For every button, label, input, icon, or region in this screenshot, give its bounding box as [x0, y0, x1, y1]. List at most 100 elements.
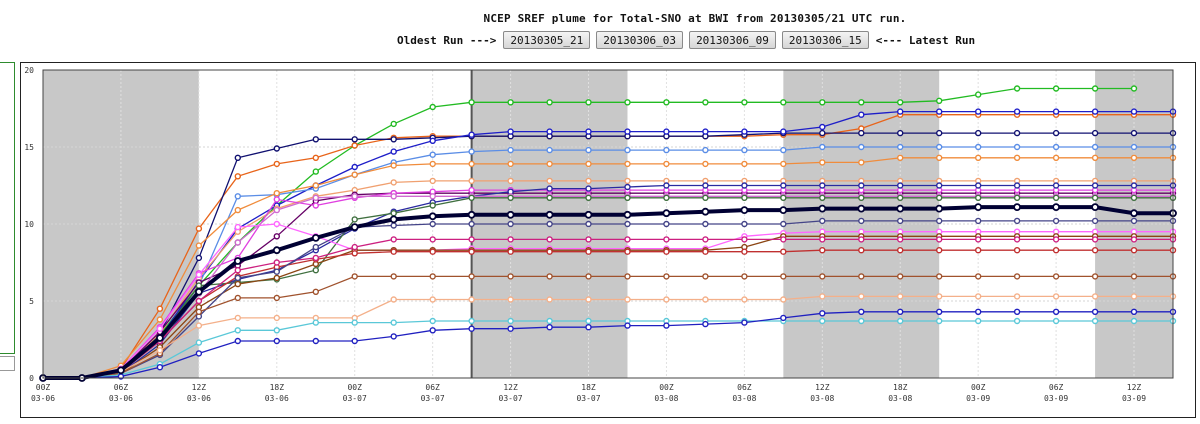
- series-point: [624, 183, 631, 191]
- series-point: [468, 317, 475, 325]
- series-point: [1130, 217, 1138, 225]
- series-point: [273, 259, 281, 266]
- y-tick-label: 15: [24, 143, 34, 152]
- series-point: [858, 273, 865, 280]
- series-point: [897, 182, 904, 189]
- series-point: [507, 325, 514, 332]
- series-point: [390, 120, 397, 128]
- series-point: [1091, 182, 1099, 189]
- series-point: [195, 271, 203, 279]
- series-point: [936, 273, 943, 280]
- series-point: [585, 220, 592, 228]
- series-point: [624, 128, 631, 135]
- series-point: [897, 246, 904, 254]
- series-mean-point: [155, 334, 164, 342]
- series-point: [780, 236, 787, 243]
- series-point: [429, 193, 436, 200]
- series-point: [1091, 236, 1099, 243]
- series-mean-point: [779, 206, 788, 215]
- series-point: [1130, 194, 1138, 202]
- series-point: [1091, 108, 1099, 115]
- series-point: [858, 217, 865, 225]
- series-point: [1130, 246, 1138, 254]
- series-point: [156, 325, 164, 332]
- run-selector-row: Oldest Run ---> 20130305_21 20130306_03 …: [393, 30, 979, 50]
- series-point: [624, 194, 631, 202]
- series-mean-point: [233, 257, 242, 265]
- series-point: [1130, 236, 1138, 243]
- series-point: [546, 273, 553, 280]
- x-tick-time: 00Z: [659, 383, 674, 392]
- series-point: [273, 220, 281, 228]
- series-point: [702, 99, 709, 106]
- series-line: [43, 110, 1173, 379]
- chart-title: NCEP SREF plume for Total-SNO at BWI fro…: [483, 12, 907, 25]
- series-point: [1013, 273, 1021, 280]
- series-point: [390, 162, 397, 169]
- series-point: [1013, 317, 1021, 325]
- series-point: [1013, 129, 1021, 137]
- series-point: [507, 296, 514, 303]
- series-point: [312, 266, 319, 274]
- series-point: [351, 337, 358, 345]
- series-mean-point: [935, 204, 944, 213]
- series-point: [663, 273, 670, 280]
- series-mean-point: [662, 209, 671, 218]
- series-point: [663, 194, 670, 202]
- series-point: [273, 206, 281, 214]
- left-side-panel-footer: [0, 356, 15, 371]
- series-point: [507, 99, 514, 106]
- series-point: [936, 154, 943, 162]
- series-mean-point: [857, 204, 866, 213]
- series-point: [390, 179, 397, 186]
- series-point: [741, 182, 748, 189]
- series-point: [780, 296, 787, 303]
- series-point: [273, 160, 281, 168]
- run-button-3[interactable]: 20130306_09: [689, 31, 776, 49]
- series-mean-point: [584, 210, 593, 219]
- series-point: [507, 317, 514, 325]
- x-tick-time: 12Z: [1127, 383, 1142, 392]
- series-point: [273, 189, 281, 197]
- series-point: [1091, 85, 1099, 92]
- series-mean-point: [1130, 209, 1138, 218]
- run-button-1[interactable]: 20130305_21: [503, 31, 591, 49]
- series-point: [975, 308, 982, 316]
- series-point: [1091, 194, 1099, 202]
- x-tick-date: 03-07: [576, 394, 600, 403]
- series-line: [43, 189, 1173, 379]
- series-point: [624, 177, 631, 185]
- series-point: [1013, 293, 1021, 300]
- series-point: [936, 246, 943, 254]
- series-point: [273, 274, 281, 282]
- series-point: [1130, 308, 1138, 316]
- series-point: [1013, 217, 1021, 225]
- series-point: [975, 143, 982, 151]
- series-point: [936, 236, 943, 243]
- series-point: [975, 217, 982, 225]
- series-point: [1130, 85, 1138, 92]
- series-mean-point: [701, 207, 710, 216]
- plume-chart: 0 5 10 15 20 00Z 03-06 06Z 03-06 12Z 03-06 18Z 03-06…: [24, 66, 1177, 403]
- series-point: [624, 236, 631, 243]
- series-point: [1091, 293, 1099, 300]
- series-point: [1130, 273, 1138, 280]
- run-button-2[interactable]: 20130306_03: [596, 31, 684, 49]
- series-point: [819, 123, 826, 131]
- series-point: [897, 129, 904, 137]
- series-point: [234, 154, 242, 162]
- x-tick-date: 03-08: [732, 394, 756, 403]
- series-mean-point: [389, 215, 398, 224]
- series-mean-point: [1091, 203, 1099, 212]
- series-point: [234, 280, 242, 288]
- series-point: [156, 305, 164, 312]
- series-point: [897, 273, 904, 280]
- series-point: [468, 248, 475, 255]
- run-button-4[interactable]: 20130306_15: [781, 31, 869, 49]
- series-line: [43, 220, 1173, 379]
- series-point: [195, 339, 203, 346]
- series-point: [1052, 273, 1060, 280]
- series-point: [195, 322, 203, 329]
- series-point: [273, 314, 281, 322]
- series-line: [43, 311, 1173, 379]
